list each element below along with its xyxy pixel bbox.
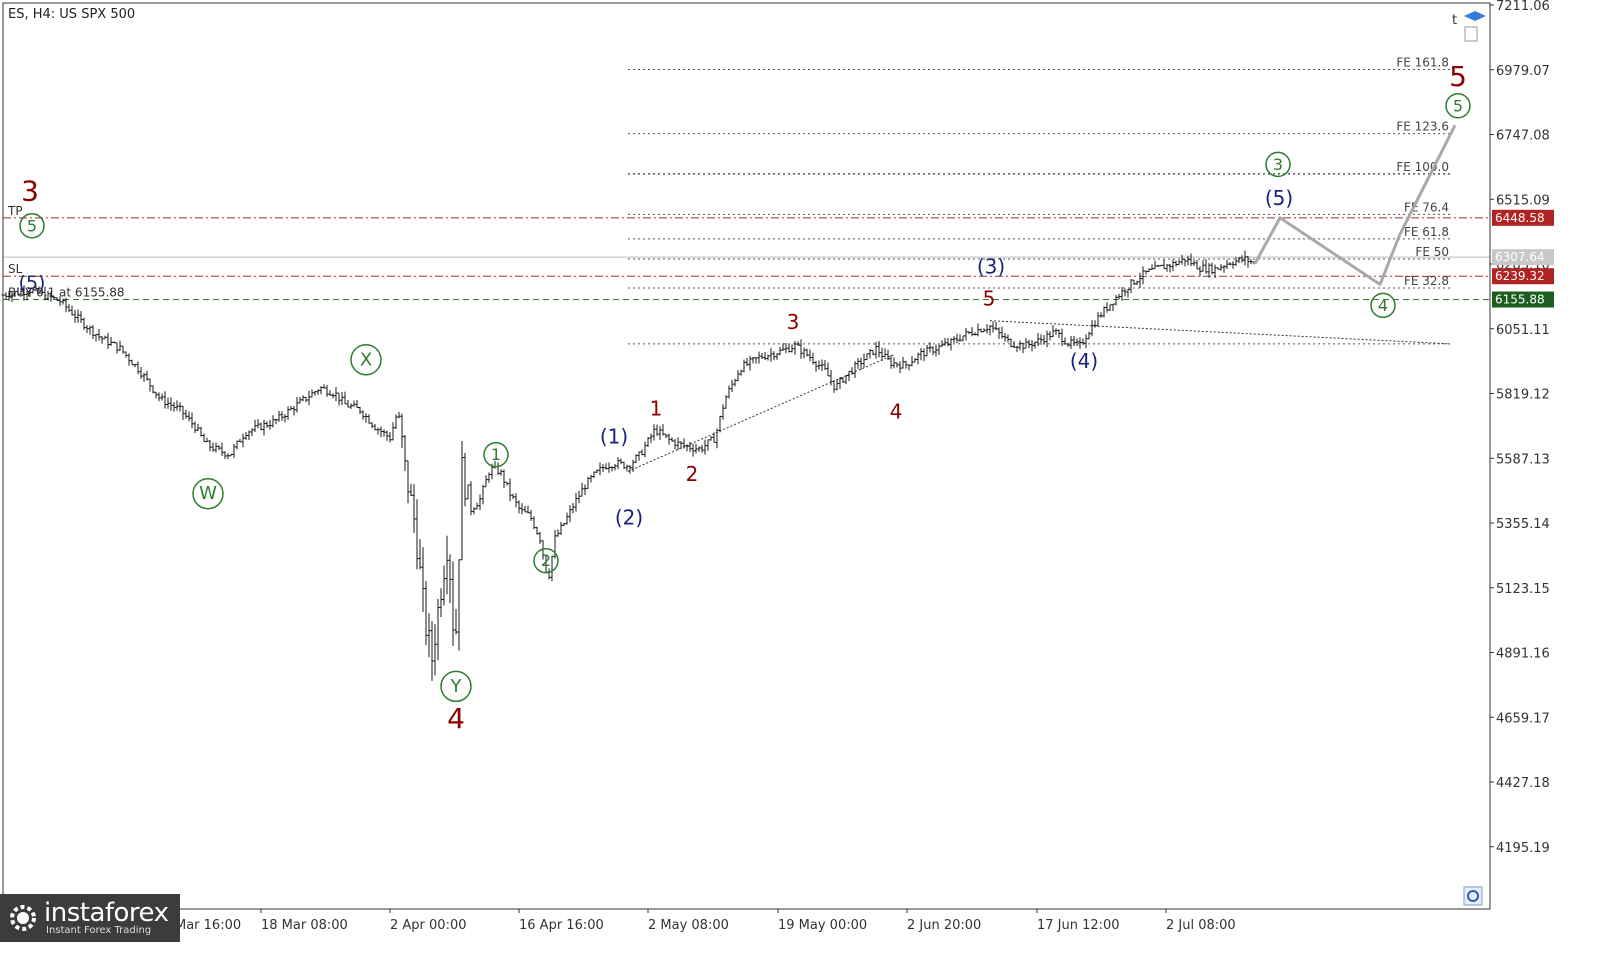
chart-shift-icon[interactable] xyxy=(1463,886,1483,906)
fib-label: FE 161.8 xyxy=(1396,55,1449,69)
y-tick-label: 4427.18 xyxy=(1496,776,1550,791)
wave-label: 4 xyxy=(890,399,903,423)
price-tag-label: 6448.58 xyxy=(1495,211,1545,225)
wave-label: 2 xyxy=(686,462,699,486)
wave-label: 3 xyxy=(1273,155,1283,174)
wave-label: Y xyxy=(450,676,463,697)
price-tags: 6448.58 6307.64 6239.32 6155.88 xyxy=(1492,209,1554,308)
trendline xyxy=(627,353,896,472)
wave-label: 5 xyxy=(983,286,996,310)
projection-path xyxy=(1253,124,1457,286)
y-tick-label: 5355.14 xyxy=(1496,517,1550,532)
wave-label: (5) xyxy=(1265,186,1293,210)
wave-label-circle xyxy=(192,477,224,510)
y-tick-label: 6979.07 xyxy=(1496,64,1550,79)
wave-label: 1 xyxy=(491,445,501,464)
price-tag xyxy=(1492,209,1554,226)
wave-label: (2) xyxy=(615,505,643,529)
projection-line xyxy=(1253,124,1457,286)
price-tag xyxy=(1492,268,1554,285)
y-tick-label: 6747.08 xyxy=(1496,129,1550,144)
wave-label: (4) xyxy=(1070,349,1098,373)
wave-label: (5) xyxy=(19,272,46,294)
y-tick-label: 5819.12 xyxy=(1496,388,1550,403)
level-label: SL xyxy=(8,262,23,276)
y-tick-label: 5123.15 xyxy=(1496,582,1550,597)
one-click-trading-icon[interactable]: t xyxy=(1452,11,1486,42)
y-tick-label: 4195.19 xyxy=(1496,841,1550,856)
fib-label: FE 50 xyxy=(1415,245,1449,259)
logo-name: instaforex xyxy=(44,898,169,928)
price-tag xyxy=(1492,249,1554,266)
y-tick-label: 4891.16 xyxy=(1496,647,1550,662)
price-tag-label: 6307.64 xyxy=(1495,250,1545,264)
x-axis-ticks: Mar 16:00 18 Mar 08:00 2 Apr 00:00 16 Apr 1… xyxy=(174,909,1236,933)
wave-label-circle xyxy=(350,344,382,376)
wave-label-circle xyxy=(440,670,472,703)
price-tag xyxy=(1492,291,1554,308)
trendline xyxy=(989,320,1451,345)
y-tick-label: 6051.11 xyxy=(1496,323,1550,338)
wave-label: 2 xyxy=(541,551,551,570)
x-tick-label: 2 May 08:00 xyxy=(648,918,729,933)
fib-label: FE 32.8 xyxy=(1404,274,1449,288)
x-tick-label: 2 Jul 08:00 xyxy=(1166,918,1236,933)
wave-label: 5 xyxy=(1449,60,1467,93)
wave-label-circle xyxy=(19,213,45,239)
axes xyxy=(2,2,1491,910)
price-tag-label: 6155.88 xyxy=(1495,293,1545,307)
wave-label: 5 xyxy=(1453,96,1463,115)
x-tick-label: Mar 16:00 xyxy=(175,918,241,933)
wave-labels: 3 5 (5) X W 1 Y 4 2 (1) (2) 1 2 3 4 5 (3) (4) 3 (5) 4 5 5 xyxy=(19,60,1471,735)
wave-label: 3 xyxy=(21,174,39,207)
y-tick-label: 7211.06 xyxy=(1496,0,1550,14)
wave-label-circle xyxy=(533,547,559,574)
wave-label: 4 xyxy=(1378,296,1388,315)
wave-label-circle xyxy=(483,441,509,468)
price-bars xyxy=(1,250,1256,681)
y-tick-label: 5587.13 xyxy=(1496,452,1550,467)
y-tick-label: 4659.17 xyxy=(1496,711,1550,726)
instaforex-logo: instaforex Instant Forex Trading xyxy=(0,894,180,942)
logo-tagline: Instant Forex Trading xyxy=(46,925,152,936)
x-tick-label: 16 Apr 16:00 xyxy=(519,918,604,933)
fibonacci-levels: FE 161.8FE 123.6FE 100.0FE 76.4FE 61.8FE… xyxy=(628,55,1450,345)
wave-label-circle xyxy=(1370,292,1396,319)
wave-label: (1) xyxy=(600,425,628,449)
wave-label: X xyxy=(360,349,372,370)
x-tick-label: 17 Jun 12:00 xyxy=(1037,918,1120,933)
wave-label-circle xyxy=(1445,93,1471,119)
trendlines xyxy=(627,320,1451,472)
fib-label: FE 123.6 xyxy=(1396,120,1449,134)
price-tag-label: 6239.32 xyxy=(1495,269,1545,283)
x-tick-label: 18 Mar 08:00 xyxy=(261,918,348,933)
wave-label: 1 xyxy=(650,397,663,421)
gear-logo-icon xyxy=(10,905,36,931)
level-label: TP xyxy=(7,204,23,218)
wave-label: 5 xyxy=(27,216,37,235)
wave-label-circle xyxy=(1265,151,1291,178)
fib-label: FE 61.8 xyxy=(1404,225,1449,239)
x-tick-label: 2 Jun 20:00 xyxy=(907,918,981,933)
svg-text:t: t xyxy=(1452,13,1457,28)
y-tick-label: 6515.09 xyxy=(1496,193,1550,208)
wave-label: 3 xyxy=(787,310,800,334)
x-tick-label: 19 May 00:00 xyxy=(778,918,867,933)
fib-label: FE 100.0 xyxy=(1396,160,1449,174)
wave-label: 4 xyxy=(447,702,465,735)
wave-label: W xyxy=(199,483,217,504)
x-tick-label: 2 Apr 00:00 xyxy=(390,918,467,933)
wave-label: (3) xyxy=(977,254,1005,278)
symbol-title: ES, H4: US SPX 500 xyxy=(8,7,135,22)
plot-frame xyxy=(2,2,1491,910)
